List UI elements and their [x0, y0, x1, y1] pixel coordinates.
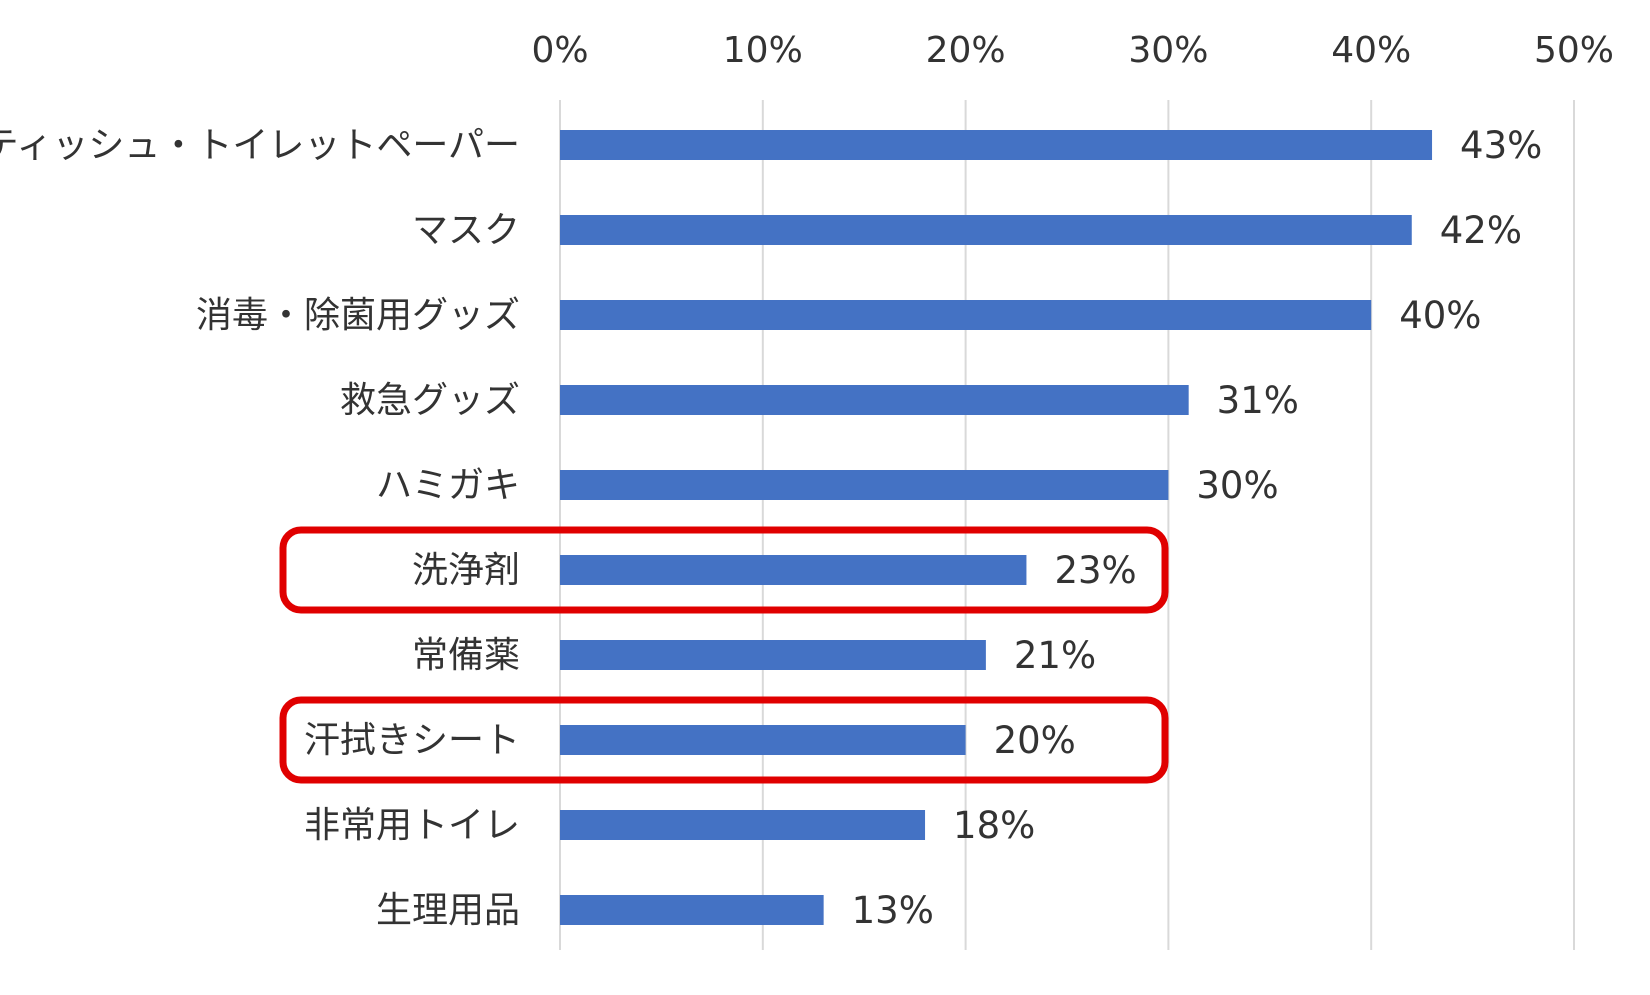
data-label: 23% [1054, 549, 1136, 592]
highlight-boxes [279, 526, 1169, 784]
data-label: 20% [994, 719, 1076, 762]
highlight-box [279, 526, 1169, 614]
bars [560, 130, 1433, 925]
data-labels: 43% 42% 40% 31% 30% 23% 21% 20% 18% 13% [852, 124, 1543, 932]
bar [560, 130, 1433, 160]
bar [560, 725, 966, 755]
x-tick-label: 30% [1128, 30, 1208, 71]
category-label: 汗拭きシート [304, 720, 520, 761]
data-label: 43% [1460, 124, 1542, 167]
x-tick-label: 50% [1534, 30, 1614, 71]
data-label: 31% [1217, 379, 1299, 422]
bar [560, 470, 1169, 500]
category-label: 救急グッズ [340, 380, 520, 421]
bar [560, 555, 1027, 585]
x-tick-label: 0% [531, 30, 588, 71]
data-label: 18% [953, 804, 1035, 847]
bar [560, 810, 926, 840]
data-label: 40% [1399, 294, 1481, 337]
x-axis-tick-labels: 0% 10% 20% 30% 40% 50% [531, 30, 1614, 71]
data-label: 30% [1196, 464, 1278, 507]
x-tick-label: 40% [1331, 30, 1411, 71]
data-label: 13% [852, 889, 934, 932]
bar [560, 895, 824, 925]
category-label: 非常用トイレ [304, 805, 520, 846]
category-label: 洗浄剤 [412, 550, 520, 591]
category-label: 消毒・除菌用グッズ [196, 295, 520, 336]
x-tick-label: 10% [723, 30, 803, 71]
category-label: ティッシュ・トイレットペーパー [0, 125, 520, 166]
category-label: 生理用品 [376, 890, 520, 931]
bar [560, 300, 1372, 330]
category-label: ハミガキ [376, 465, 520, 506]
data-label: 42% [1440, 209, 1522, 252]
category-labels: ティッシュ・トイレットペーパーマスク消毒・除菌用グッズ救急グッズハミガキ洗浄剤常… [0, 125, 520, 931]
bar [560, 385, 1189, 415]
category-label: 常備薬 [412, 635, 520, 676]
x-tick-label: 20% [926, 30, 1006, 71]
category-label: マスク [412, 210, 520, 251]
data-label: 21% [1014, 634, 1096, 677]
bar [560, 640, 986, 670]
highlight-box [279, 696, 1169, 784]
bar [560, 215, 1412, 245]
